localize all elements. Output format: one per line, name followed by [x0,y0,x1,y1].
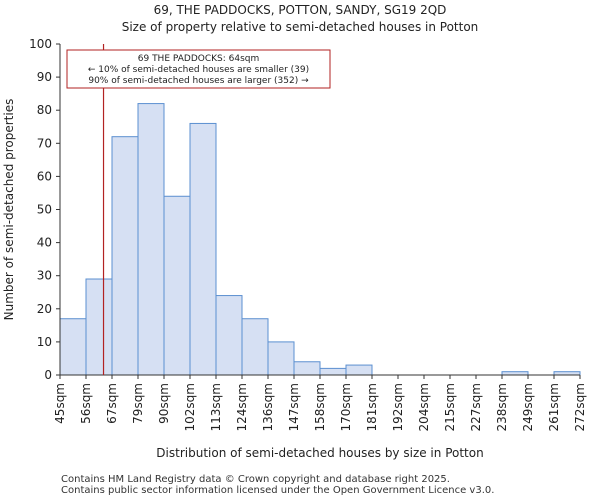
y-tick-label: 50 [37,203,52,217]
bar-147sqm [293,361,321,376]
footer-line-2: Contains public sector information licen… [61,485,495,496]
bar-102sqm [189,122,217,376]
bar-136sqm [267,341,295,376]
x-axis-ticks: 45sqm 56sqm 67sqm 79sqm 90sqm 102sqm 113sqm 124… [53,375,587,431]
bar-158sqm [319,367,347,376]
x-tick-label-136sqm: 136sqm [261,383,275,431]
bar-45sqm [59,318,87,376]
footer-line-1: Contains HM Land Registry data © Crown c… [61,474,450,485]
bar-67sqm [111,136,139,376]
x-tick-label-249sqm: 249sqm [521,383,535,431]
y-tick-label: 60 [37,169,52,183]
y-tick-label: 70 [37,136,52,150]
y-tick-label: 90 [37,70,52,84]
annotation-line-2: ← 10% of semi-detached houses are smalle… [88,65,309,75]
annotation-line-1: 69 THE PADDOCKS: 64sqm [138,54,260,64]
x-tick-label-45sqm: 45sqm [53,383,67,424]
x-tick-label-79sqm: 79sqm [131,383,145,424]
bar-56sqm [85,278,113,376]
x-tick-label-170sqm: 170sqm [339,383,353,431]
chart-subtitle: Size of property relative to semi-detach… [121,20,479,34]
x-tick-label-67sqm: 67sqm [105,383,119,424]
x-tick-label-215sqm: 215sqm [443,383,457,431]
x-tick-label-147sqm: 147sqm [287,383,301,431]
annotation-box [66,49,331,89]
y-axis-ticks: 0 10 20 30 40 50 60 70 80 90 100 [29,37,60,382]
x-tick-label-158sqm: 158sqm [313,383,327,431]
x-tick-label-192sqm: 192sqm [391,383,405,431]
y-tick-label: 30 [37,269,52,283]
bar-113sqm [215,295,243,376]
y-tick-label: 40 [37,236,52,250]
x-tick-label-181sqm: 181sqm [365,383,379,431]
x-tick-label-227sqm: 227sqm [469,383,483,431]
bars-group [59,103,581,376]
x-tick-label-261sqm: 261sqm [547,383,561,431]
x-tick-label-113sqm: 113sqm [209,383,223,431]
x-tick-label-124sqm: 124sqm [235,383,249,431]
y-tick-label: 20 [37,302,52,316]
bar-170sqm [345,364,373,376]
x-tick-label-102sqm: 102sqm [183,383,197,431]
y-tick-label: 10 [37,335,52,349]
y-tick-label: 0 [44,368,52,382]
y-axis-label: Number of semi-detached properties [2,99,16,321]
chart-title: 69, THE PADDOCKS, POTTON, SANDY, SG19 2Q… [153,3,447,17]
annotation-line-3: 90% of semi-detached houses are larger (… [88,76,309,86]
y-tick-label: 80 [37,103,52,117]
bar-90sqm [163,195,191,376]
x-tick-label-90sqm: 90sqm [157,383,171,424]
x-tick-label-204sqm: 204sqm [417,383,431,431]
x-tick-label-238sqm: 238sqm [495,383,509,431]
bar-79sqm [137,103,165,376]
x-tick-label-56sqm: 56sqm [79,383,93,424]
x-tick-label-272sqm: 272sqm [573,383,587,431]
bar-124sqm [241,318,269,376]
y-tick-label: 100 [29,37,52,51]
x-axis-label: Distribution of semi-detached houses by … [156,446,483,460]
